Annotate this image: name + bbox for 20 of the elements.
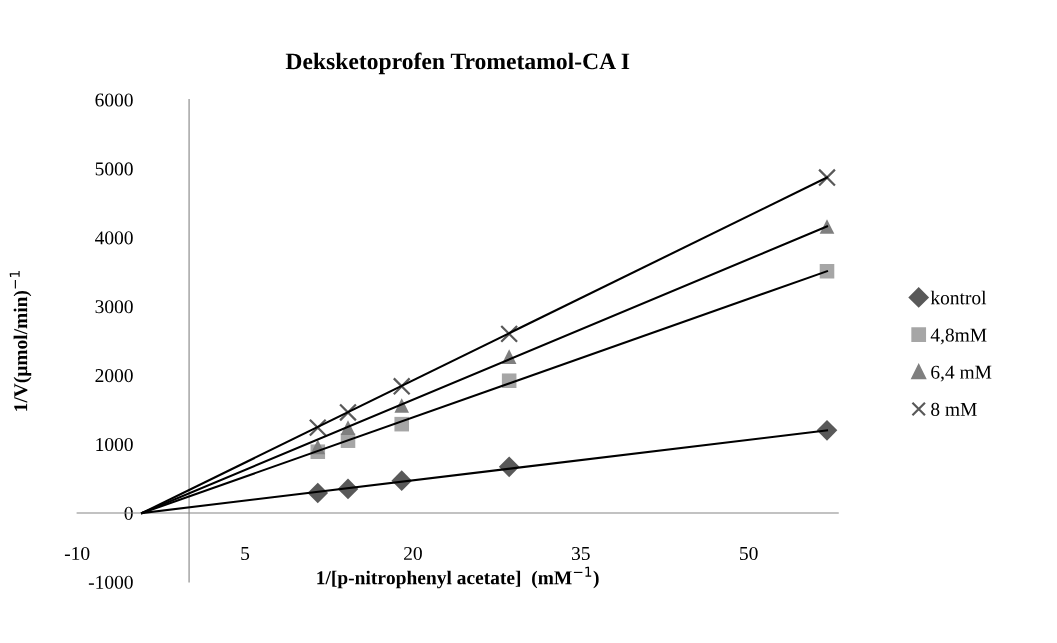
x-tick-label: 5 (241, 547, 250, 561)
chart-title: Deksketoprofen Trometamol-CA I (285, 52, 630, 75)
legend-label: 6,4 mM (931, 365, 992, 382)
y-tick-label: 5000 (95, 162, 133, 176)
y-tick-label: -1000 (88, 575, 133, 589)
legend-label: 4,8mM (930, 328, 987, 345)
x-tick-label: 20 (404, 546, 422, 561)
y-tick-label: 0 (124, 506, 133, 520)
y-tick-label: 2000 (95, 369, 133, 383)
y-tick-label: 6000 (95, 93, 133, 107)
legend-label: 8 mM (931, 402, 977, 416)
x-tick-label: -10 (64, 546, 90, 561)
x-tick-label: 35 (572, 546, 590, 561)
y-axis-title: 1/V(μmol/min)$^{−1}$ (9, 271, 32, 411)
x-axis-title: 1/[p-nitrophenyl acetate] (mM$^{−1}$) (317, 566, 599, 589)
y-tick-label: 3000 (95, 300, 133, 314)
legend-label: kontrol (930, 290, 987, 305)
x-tick-label: 50 (740, 546, 758, 561)
y-tick-label: 1000 (96, 437, 133, 452)
y-tick-label: 4000 (95, 231, 133, 245)
